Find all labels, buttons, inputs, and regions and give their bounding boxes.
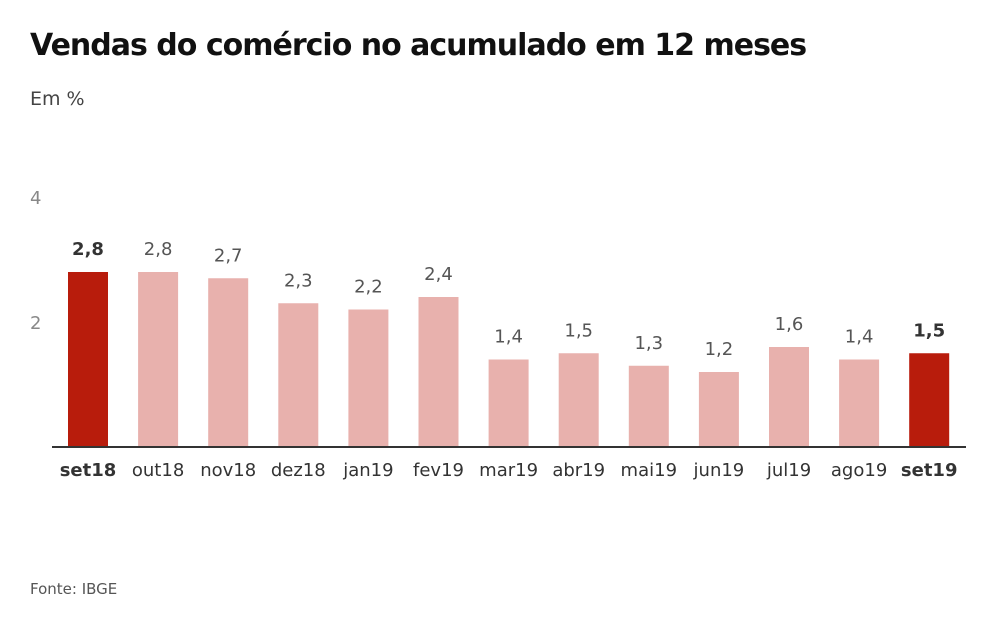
x-tick-label: set18 [60,460,117,481]
x-tick-label: jul19 [766,460,811,481]
bar-abr19 [558,353,599,447]
data-label: 1,4 [845,327,874,348]
bar-set18 [68,272,108,447]
x-tick-label: fev19 [413,460,464,481]
data-label: 1,2 [705,339,734,360]
bar-nov18 [208,278,249,447]
chart-subtitle: Em % [30,88,85,110]
bar-fev19 [418,297,459,447]
x-tick-label: jan19 [342,460,393,481]
data-label: 1,5 [913,320,945,341]
data-label: 2,8 [72,239,104,260]
data-label: 1,6 [775,314,804,335]
bar-jun19 [698,372,739,447]
data-label: 2,2 [354,277,383,298]
y-tick-label: 2 [30,313,41,334]
x-tick-label: out18 [132,460,184,481]
x-tick-label: jun19 [693,460,745,481]
data-label: 2,3 [284,270,313,291]
chart-title: Vendas do comércio no acumulado em 12 me… [30,28,807,63]
bar-dez18 [278,303,319,447]
data-label: 2,7 [214,245,243,266]
x-tick-label: abr19 [552,460,605,481]
source-note: Fonte: IBGE [30,580,118,598]
x-tick-label: nov18 [200,460,256,481]
bar-mar19 [488,359,529,447]
data-label: 1,4 [494,327,523,348]
x-tick-label: mar19 [479,460,538,481]
data-label: 2,8 [144,239,173,260]
x-tick-label: ago19 [831,460,887,481]
bar-set19 [909,353,950,447]
bar-ago19 [839,359,880,447]
data-label: 1,5 [564,320,593,341]
data-label: 2,4 [424,264,453,285]
bar-mai19 [628,365,669,447]
data-label: 1,3 [634,333,663,354]
x-tick-label: dez18 [271,460,326,481]
x-tick-label: set19 [901,460,958,481]
bar-jul19 [769,347,809,447]
x-tick-label: mai19 [621,460,677,481]
bar-out18 [138,272,179,447]
bar-jan19 [348,309,389,447]
y-tick-label: 4 [30,188,41,209]
